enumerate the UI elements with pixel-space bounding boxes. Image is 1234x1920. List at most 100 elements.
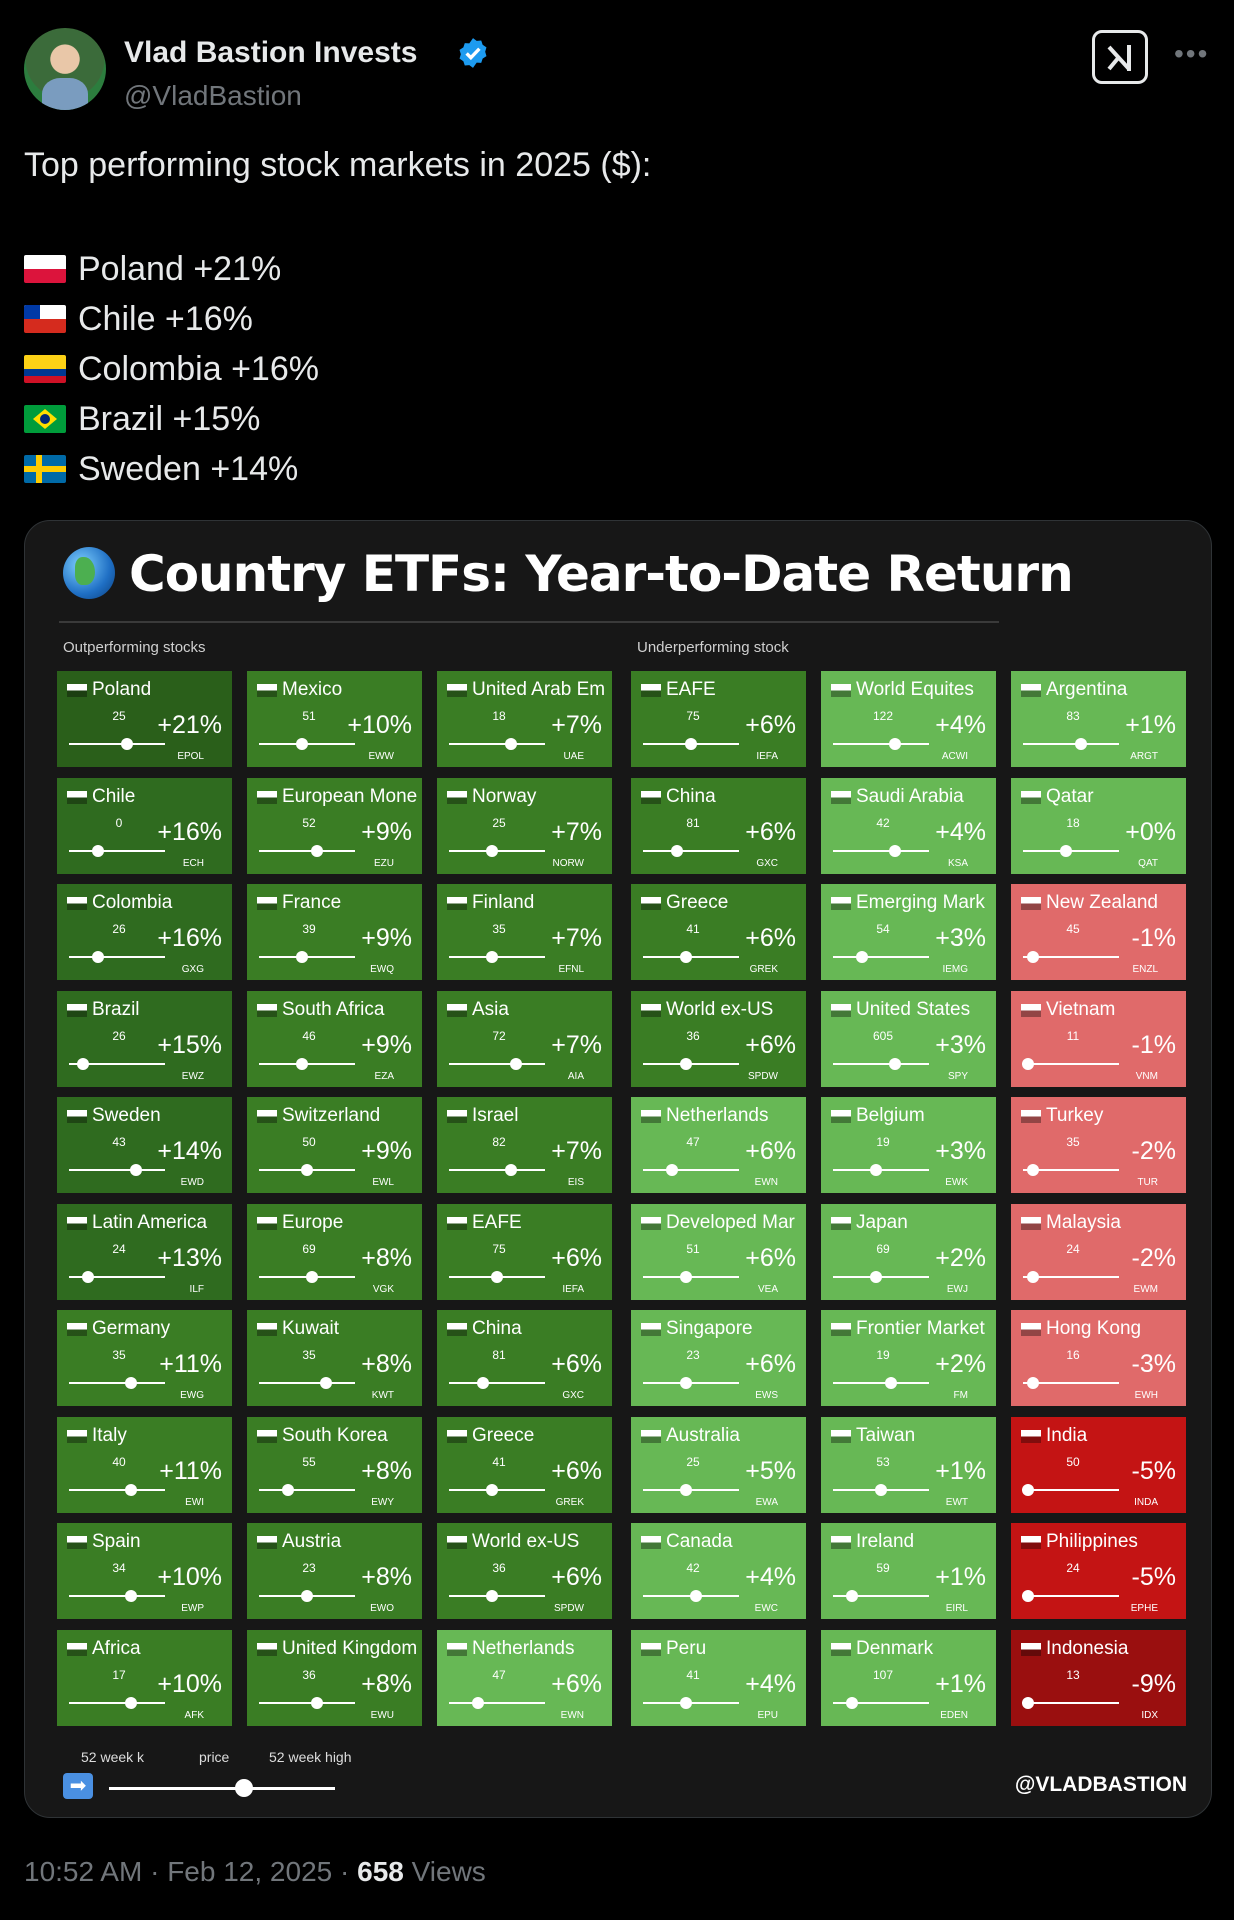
country-flag-icon: [1021, 1003, 1041, 1017]
etf-ticker: EPU: [757, 1710, 778, 1721]
country-flag-icon: [831, 1535, 851, 1549]
etf-price: 83: [1066, 709, 1080, 723]
etf-country-name: Europe: [257, 1212, 417, 1234]
etf-ticker: EIRL: [945, 1603, 968, 1614]
etf-price: 13: [1066, 1668, 1080, 1682]
etf-price-dot: [491, 1271, 503, 1283]
tweet-time[interactable]: 10:52 AM: [24, 1856, 143, 1887]
etf-ytd-return: +7%: [551, 1137, 602, 1165]
country-flag-icon: [447, 1642, 467, 1656]
etf-country-label: Mexico: [282, 679, 343, 700]
etf-price: 41: [686, 922, 700, 936]
tweet-date[interactable]: Feb 12, 2025: [167, 1856, 333, 1887]
etf-price: 81: [492, 1348, 506, 1362]
etf-price: 42: [686, 1561, 700, 1575]
etf-ytd-return: -3%: [1131, 1350, 1176, 1378]
etf-52wk-range-track: [833, 1063, 929, 1065]
etf-52wk-range-track: [833, 1382, 929, 1384]
etf-ytd-return: +10%: [157, 1670, 222, 1698]
etf-price-dot: [1022, 1484, 1034, 1496]
etf-country-label: Argentina: [1046, 679, 1128, 700]
country-flag-icon: [447, 1216, 467, 1230]
etf-ticker: SPDW: [748, 1071, 778, 1082]
country-flag-icon: [1021, 1109, 1041, 1123]
etf-country-label: Developed Mar: [666, 1212, 795, 1233]
attached-image[interactable]: Country ETFs: Year-to-Date Return Outper…: [24, 520, 1212, 1818]
etf-country-label: South Korea: [282, 1425, 388, 1446]
etf-ticker: EWP: [181, 1603, 204, 1614]
etf-52wk-range-track: [449, 743, 545, 745]
etf-price: 45: [1066, 922, 1080, 936]
author-display-name[interactable]: Vlad Bastion Invests: [124, 36, 418, 69]
etf-ticker: SPY: [947, 1071, 968, 1082]
etf-ticker: VNM: [1135, 1071, 1158, 1082]
country-flag-icon: [257, 896, 277, 910]
etf-ytd-return: +0%: [1125, 818, 1176, 846]
etf-tile: Canada 42 +4% EWC: [631, 1523, 806, 1619]
etf-52wk-range-track: [1023, 1382, 1119, 1384]
etf-price: 36: [686, 1029, 700, 1043]
etf-country-name: Indonesia: [1021, 1638, 1181, 1660]
image-title: Country ETFs: Year-to-Date Return: [129, 545, 1074, 603]
etf-ytd-return: +11%: [159, 1350, 222, 1378]
etf-52wk-range-track: [643, 1169, 739, 1171]
etf-ytd-return: -2%: [1131, 1137, 1176, 1165]
etf-price-dot: [1022, 1058, 1034, 1070]
country-flag-icon: [67, 1109, 87, 1123]
etf-tile: Belgium 19 +3% EWK: [821, 1097, 996, 1193]
country-flag-icon: [67, 1642, 87, 1656]
country-flag-icon: [257, 1322, 277, 1336]
country-flag-icon: [257, 683, 277, 697]
etf-52wk-range-track: [69, 743, 165, 745]
country-flag-icon: [257, 1535, 277, 1549]
etf-country-name: Italy: [67, 1425, 227, 1447]
etf-ticker: EWG: [180, 1390, 204, 1401]
country-flag-icon: [641, 896, 661, 910]
etf-tile: United Arab Em 18 +7% UAE: [437, 671, 612, 767]
etf-52wk-range-track: [69, 1169, 165, 1171]
etf-country-label: Netherlands: [666, 1105, 769, 1126]
etf-country-name: Australia: [641, 1425, 801, 1447]
etf-52wk-range-track: [69, 956, 165, 958]
etf-country-label: China: [666, 786, 716, 807]
grok-icon[interactable]: [1092, 30, 1148, 84]
etf-price: 72: [492, 1029, 506, 1043]
etf-ytd-return: -1%: [1131, 924, 1176, 952]
etf-country-name: Canada: [641, 1531, 801, 1553]
more-options-icon[interactable]: •••: [1174, 38, 1210, 69]
etf-ytd-return: +6%: [745, 1137, 796, 1165]
etf-tile: United Kingdom 36 +8% EWU: [247, 1630, 422, 1726]
etf-52wk-range-track: [833, 1702, 929, 1704]
etf-tile: Vietnam 11 -1% VNM: [1011, 991, 1186, 1087]
country-flag-icon: [67, 1003, 87, 1017]
etf-country-name: Qatar: [1021, 786, 1181, 808]
etf-price: 0: [115, 816, 123, 830]
etf-country-label: Hong Kong: [1046, 1318, 1142, 1339]
etf-ticker: GXC: [756, 858, 778, 869]
etf-country-name: Spain: [67, 1531, 227, 1553]
etf-country-label: Malaysia: [1046, 1212, 1121, 1233]
etf-price: 47: [686, 1135, 700, 1149]
etf-ytd-return: +16%: [157, 818, 222, 846]
etf-ytd-return: +9%: [361, 1137, 412, 1165]
etf-52wk-range-track: [1023, 1702, 1119, 1704]
etf-ytd-return: +1%: [935, 1563, 986, 1591]
etf-tile: Kuwait 35 +8% KWT: [247, 1310, 422, 1406]
etf-country-name: Japan: [831, 1212, 991, 1234]
etf-tile: Philippines 24 -5% EPHE: [1011, 1523, 1186, 1619]
etf-price-dot: [282, 1484, 294, 1496]
author-handle[interactable]: @VladBastion: [124, 80, 302, 111]
avatar[interactable]: [24, 28, 106, 110]
etf-price: 25: [686, 1455, 700, 1469]
etf-ticker: EWW: [368, 751, 394, 762]
etf-ticker: EWJ: [946, 1284, 968, 1295]
country-flag-icon: [67, 1429, 87, 1443]
etf-country-label: Taiwan: [856, 1425, 916, 1446]
etf-ticker: EZU: [374, 858, 394, 869]
etf-52wk-range-track: [1023, 743, 1119, 745]
etf-price: 36: [492, 1561, 506, 1575]
etf-country-name: Greece: [447, 1425, 607, 1447]
etf-tile: Norway 25 +7% NORW: [437, 778, 612, 874]
etf-price: 55: [302, 1455, 316, 1469]
etf-ytd-return: +6%: [745, 1031, 796, 1059]
